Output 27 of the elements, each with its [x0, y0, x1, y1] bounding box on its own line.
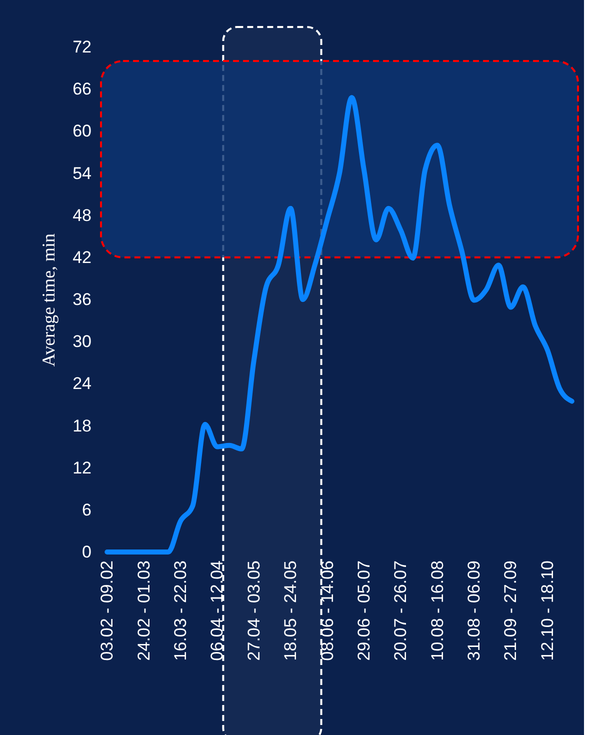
x-tick-label: 12.10 - 18.10 — [538, 560, 557, 661]
x-tick-label: 29.06 - 05.07 — [354, 560, 374, 661]
x-tick-label: 10.08 - 16.08 — [428, 560, 447, 661]
y-tick-label: 60 — [72, 122, 92, 141]
y-tick-label: 0 — [82, 542, 92, 562]
x-tick-label: 06.04 - 12.04 — [208, 560, 227, 661]
y-tick-label: 30 — [72, 332, 92, 352]
x-tick-label: 21.09 - 27.09 — [501, 560, 520, 661]
x-tick-label: 16.03 - 22.03 — [171, 560, 190, 661]
x-tick-label: 20.07 - 26.07 — [391, 560, 410, 661]
y-tick-label: 72 — [72, 38, 92, 56]
x-tick-label: 08.06 - 14.06 — [318, 560, 337, 661]
y-tick-label: 54 — [72, 164, 92, 183]
x-tick-label: 31.08 - 06.09 — [464, 560, 484, 661]
y-tick-label: 36 — [72, 290, 92, 309]
y-tick-label: 24 — [72, 374, 92, 394]
y-tick-label: 66 — [72, 80, 92, 99]
y-axis-title: Average time, min — [38, 233, 59, 367]
y-tick-label: 42 — [72, 248, 92, 267]
y-tick-label: 6 — [82, 500, 92, 520]
y-tick-label: 12 — [72, 458, 92, 478]
x-tick-label: 18.05 - 24.05 — [281, 560, 300, 661]
x-tick-label: 27.04 - 03.05 — [244, 560, 264, 661]
y-tick-label: 48 — [72, 206, 92, 225]
y-tick-label: 18 — [72, 416, 92, 436]
x-tick-label: 03.02 - 09.02 — [98, 560, 117, 661]
x-tick-label: 24.02 - 01.03 — [134, 560, 154, 661]
